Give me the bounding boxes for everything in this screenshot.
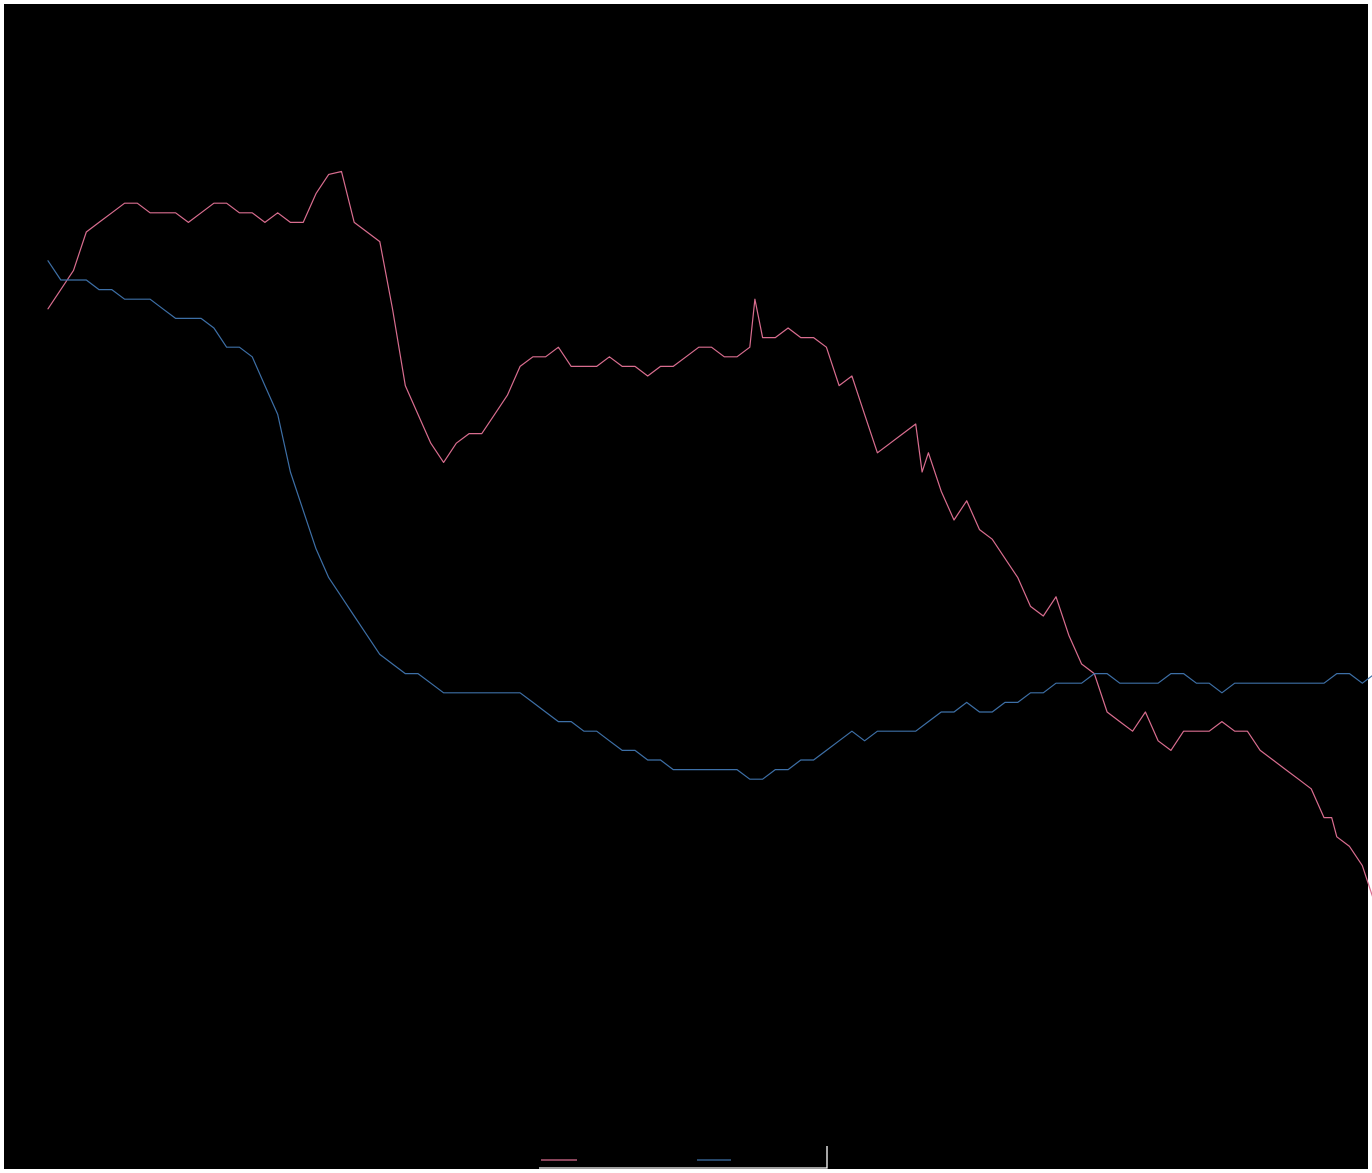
series-layer (47, 170, 1372, 897)
legend (539, 1146, 828, 1169)
chart-background (4, 4, 1368, 1169)
series-line-2 (47, 260, 1372, 780)
series-line-1 (47, 170, 1372, 897)
legend-bracket (539, 1146, 828, 1169)
